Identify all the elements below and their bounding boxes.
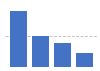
Bar bbox=[10, 11, 27, 67]
Bar bbox=[32, 36, 49, 67]
Bar bbox=[54, 43, 71, 67]
Bar bbox=[76, 53, 93, 67]
